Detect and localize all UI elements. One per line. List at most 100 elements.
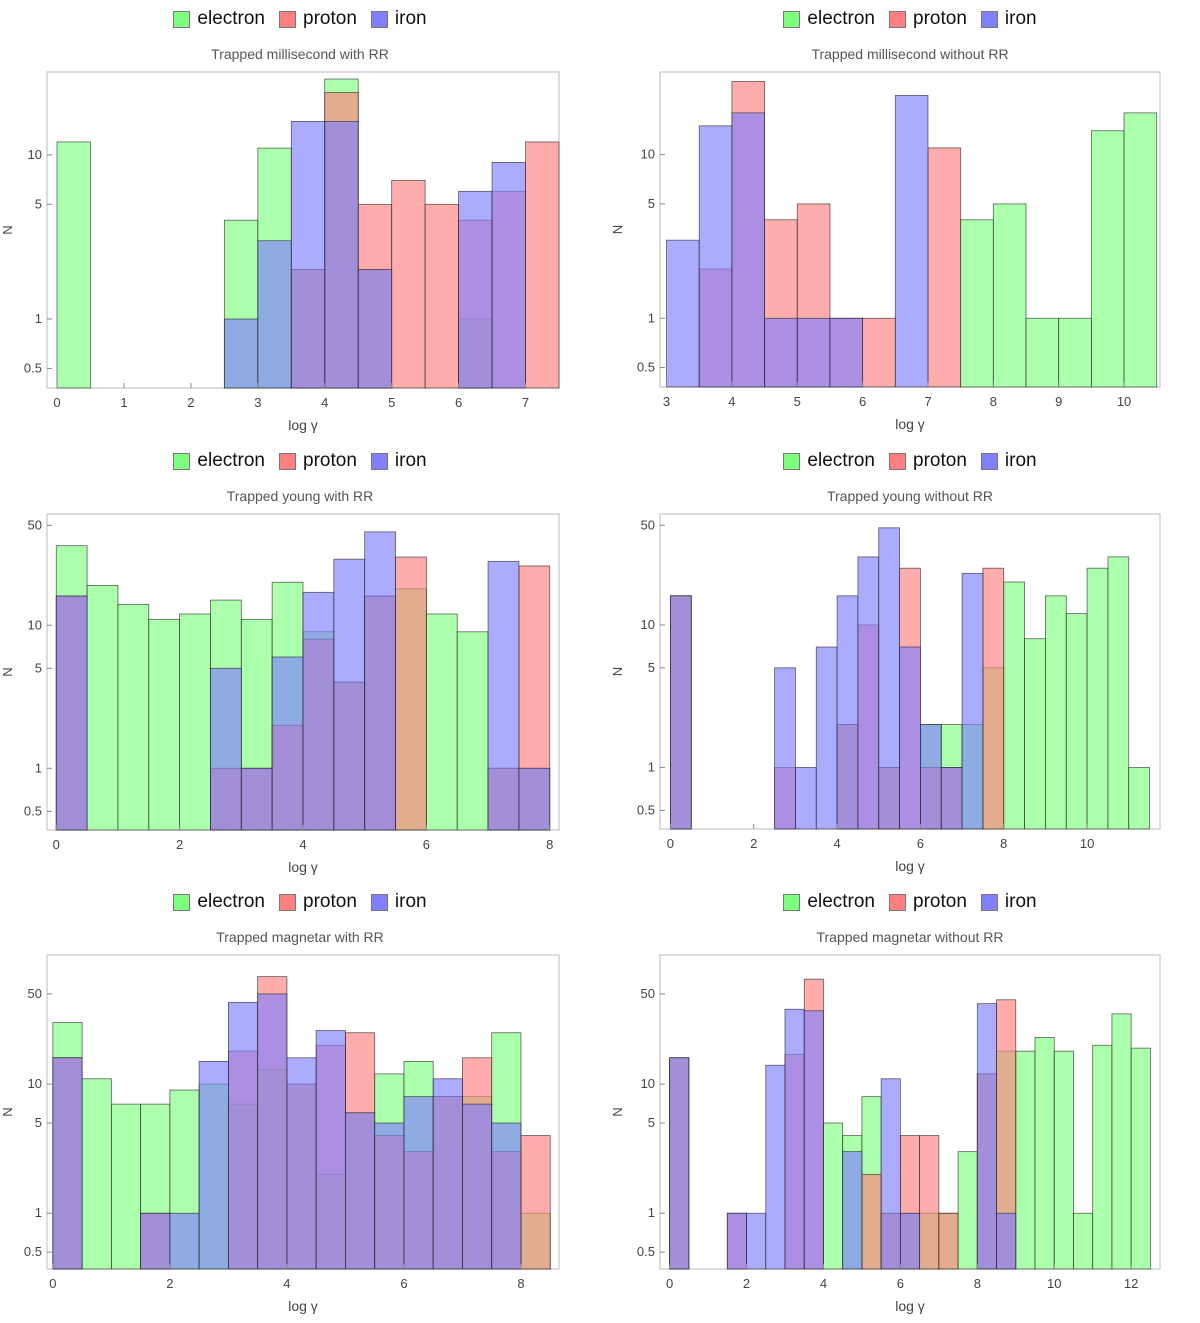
x-tick-label: 6 — [455, 395, 462, 410]
bar-iron — [257, 240, 292, 389]
bar-iron — [836, 595, 859, 830]
y-tick-label: 0.5 — [637, 1244, 655, 1259]
y-tick-label: 10 — [28, 147, 42, 162]
bar-proton — [861, 1173, 882, 1270]
bar-electron — [992, 203, 1027, 388]
bar-electron — [1053, 1050, 1074, 1270]
legend-proton: proton — [279, 8, 357, 30]
bar-proton — [391, 179, 426, 389]
bar-proton — [520, 1135, 551, 1270]
bar-iron — [796, 317, 831, 388]
bar-iron — [374, 1122, 405, 1270]
y-tick-label: 10 — [641, 147, 655, 162]
legend: electron proton iron — [0, 8, 600, 30]
bar-iron — [795, 767, 817, 830]
x-axis-label: log γ — [895, 1298, 925, 1314]
x-tick-label: 9 — [1055, 394, 1062, 409]
bar-proton — [424, 203, 460, 389]
bar-proton — [919, 1135, 940, 1270]
x-tick-label: 6 — [917, 836, 924, 851]
legend-iron-label: iron — [394, 450, 427, 471]
bar-iron — [996, 1212, 1017, 1270]
x-tick-label: 0 — [53, 395, 60, 410]
y-tick-label: 5 — [35, 196, 42, 211]
bar-electron — [86, 585, 119, 831]
x-tick-label: 1 — [120, 395, 127, 410]
bar-electron — [1015, 1050, 1036, 1270]
y-tick-label: 50 — [28, 517, 42, 532]
bar-iron — [518, 767, 551, 831]
chart-panel-ms-norr: electron proton iron Trapped millisecond… — [610, 0, 1200, 440]
legend-iron-label: iron — [394, 8, 427, 29]
x-tick-label: 6 — [897, 1276, 904, 1291]
bar-iron — [731, 112, 765, 388]
bar-iron — [803, 1010, 824, 1270]
swatch-electron — [783, 452, 801, 470]
legend-proton-label: proton — [913, 450, 967, 471]
y-tick-label: 5 — [35, 660, 42, 675]
x-tick-label: 8 — [546, 837, 553, 852]
bar-iron — [726, 1212, 747, 1270]
bar-iron — [857, 556, 880, 830]
chart-title: Trapped young without RR — [826, 488, 994, 504]
bar-iron — [357, 269, 393, 389]
y-axis-label: N — [610, 667, 625, 676]
bar-iron — [746, 1212, 767, 1270]
y-tick-label: 1 — [648, 1205, 655, 1220]
legend-proton: proton — [889, 891, 967, 913]
bar-proton — [927, 147, 962, 388]
x-tick-label: 4 — [728, 394, 735, 409]
legend-electron: electron — [783, 8, 875, 30]
x-tick-label: 2 — [166, 1276, 173, 1291]
y-tick-label: 1 — [35, 311, 42, 326]
bar-iron — [829, 317, 864, 388]
bar-iron — [403, 1096, 434, 1270]
x-tick-label: 6 — [859, 394, 866, 409]
legend: electron proton iron — [610, 891, 1200, 913]
bar-iron — [458, 190, 493, 389]
bar-iron — [491, 1122, 522, 1270]
bar-iron — [491, 162, 526, 389]
swatch-proton — [889, 452, 907, 470]
x-tick-label: 8 — [990, 394, 997, 409]
swatch-proton — [279, 10, 297, 28]
bar-electron — [1111, 1013, 1132, 1270]
x-tick-label: 4 — [321, 395, 328, 410]
bar-iron — [140, 1212, 171, 1270]
y-tick-label: 5 — [35, 1115, 42, 1130]
legend: electron proton iron — [610, 450, 1200, 472]
legend-iron: iron — [370, 891, 427, 913]
y-tick-label: 0.5 — [637, 360, 655, 375]
chart-title: Trapped millisecond without RR — [811, 46, 1009, 62]
bar-electron — [1024, 638, 1046, 830]
bar-iron — [210, 667, 242, 831]
x-tick-label: 3 — [663, 394, 670, 409]
x-axis-label: log γ — [895, 416, 925, 432]
swatch-iron — [980, 452, 998, 470]
bar-electron — [957, 1151, 978, 1270]
legend-proton: proton — [279, 891, 357, 913]
legend-electron-label: electron — [807, 450, 876, 471]
bar-iron — [271, 656, 304, 831]
x-axis-label: log γ — [288, 859, 318, 875]
x-tick-label: 6 — [400, 1276, 407, 1291]
legend-iron-label: iron — [1004, 8, 1037, 29]
swatch-electron — [173, 452, 191, 470]
x-tick-label: 5 — [794, 394, 801, 409]
y-tick-label: 0.5 — [24, 1244, 42, 1259]
bar-proton — [938, 1212, 959, 1270]
legend-electron: electron — [783, 891, 875, 913]
y-tick-label: 5 — [648, 660, 655, 675]
chart-panel-magnetar-norr: electron proton iron Trapped magnetar wi… — [610, 883, 1200, 1323]
bar-iron — [899, 1212, 921, 1270]
chart-title: Trapped millisecond with RR — [211, 46, 389, 62]
bar-iron — [324, 121, 359, 389]
x-tick-label: 2 — [187, 395, 194, 410]
bar-electron — [179, 613, 211, 831]
x-axis-label: log γ — [288, 1298, 318, 1314]
swatch-iron — [370, 893, 388, 911]
legend-proton-label: proton — [303, 8, 357, 29]
legend-electron-label: electron — [807, 891, 876, 912]
bar-iron — [878, 527, 900, 830]
bar-electron — [117, 603, 150, 831]
